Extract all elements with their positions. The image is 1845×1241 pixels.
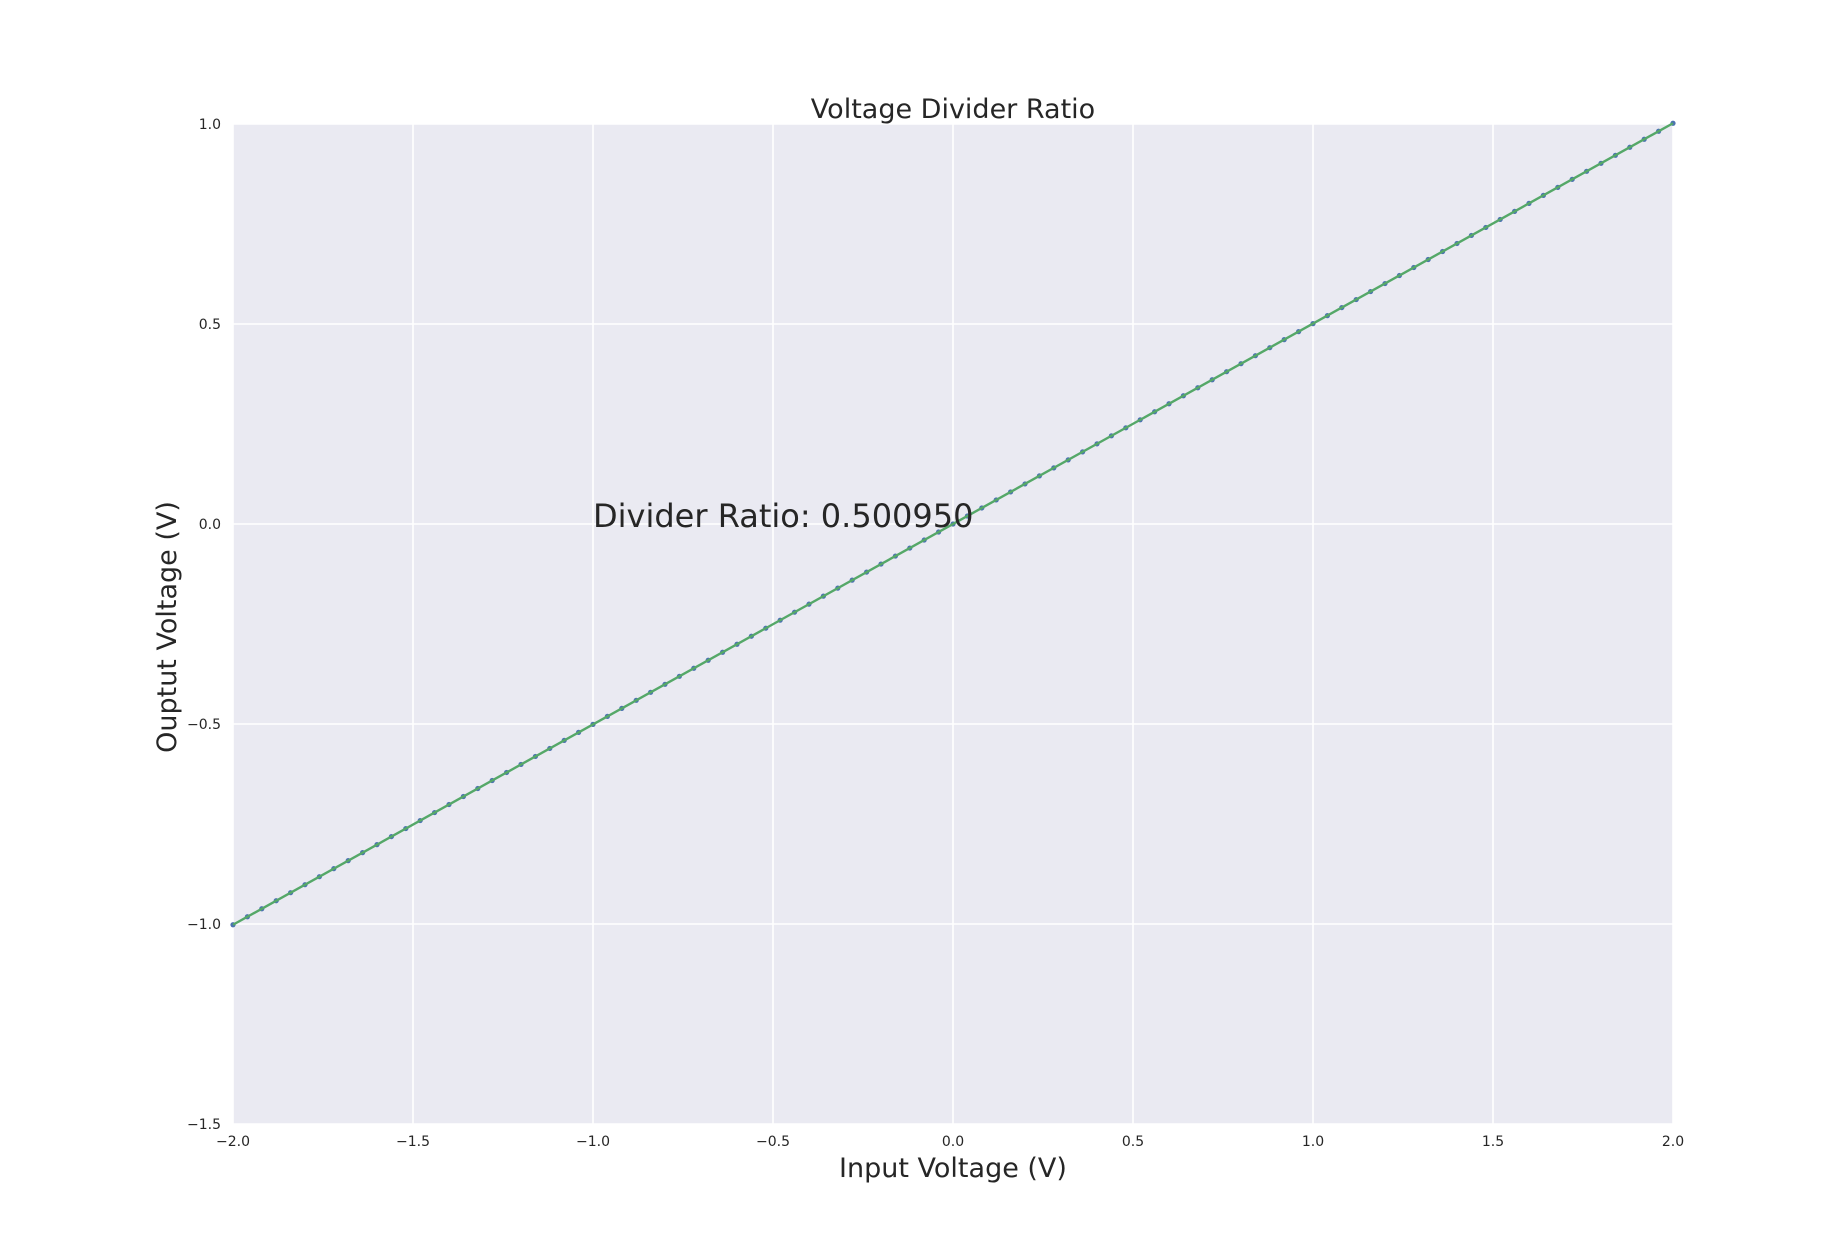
fit-line-group: [232, 122, 1674, 926]
chart-title: Voltage Divider Ratio: [811, 94, 1095, 125]
x-tick-label: 1.5: [1482, 1134, 1504, 1150]
y-tick-label: −1.5: [187, 1117, 221, 1133]
x-tick-label: −1.0: [576, 1134, 610, 1150]
x-tick-label: 1.0: [1302, 1134, 1324, 1150]
y-axis-label: Ouptut Voltage (V): [152, 501, 183, 753]
y-tick-label: −0.5: [187, 717, 221, 733]
y-tick-labels: 1.0 0.5 0.0 −0.5 −1.0 −1.5: [187, 117, 221, 1133]
x-tick-label: −2.0: [216, 1134, 250, 1150]
y-tick-label: 0.0: [199, 517, 221, 533]
ratio-annotation: Divider Ratio: 0.500950: [593, 497, 973, 535]
y-tick-label: 0.5: [199, 317, 221, 333]
y-tick-label: −1.0: [187, 917, 221, 933]
x-tick-label: −1.5: [396, 1134, 430, 1150]
x-tick-label: 0.0: [942, 1134, 964, 1150]
x-tick-label: 2.0: [1662, 1134, 1684, 1150]
x-tick-labels: −2.0 −1.5 −1.0 −0.5 0.0 0.5 1.0 1.5 2.0: [216, 1134, 1684, 1150]
fit-line: [232, 122, 1674, 926]
x-tick-label: 0.5: [1122, 1134, 1144, 1150]
y-tick-label: 1.0: [199, 117, 221, 133]
x-axis-label: Input Voltage (V): [839, 1153, 1067, 1184]
grid-lines: [232, 123, 1674, 1125]
x-tick-label: −0.5: [756, 1134, 790, 1150]
